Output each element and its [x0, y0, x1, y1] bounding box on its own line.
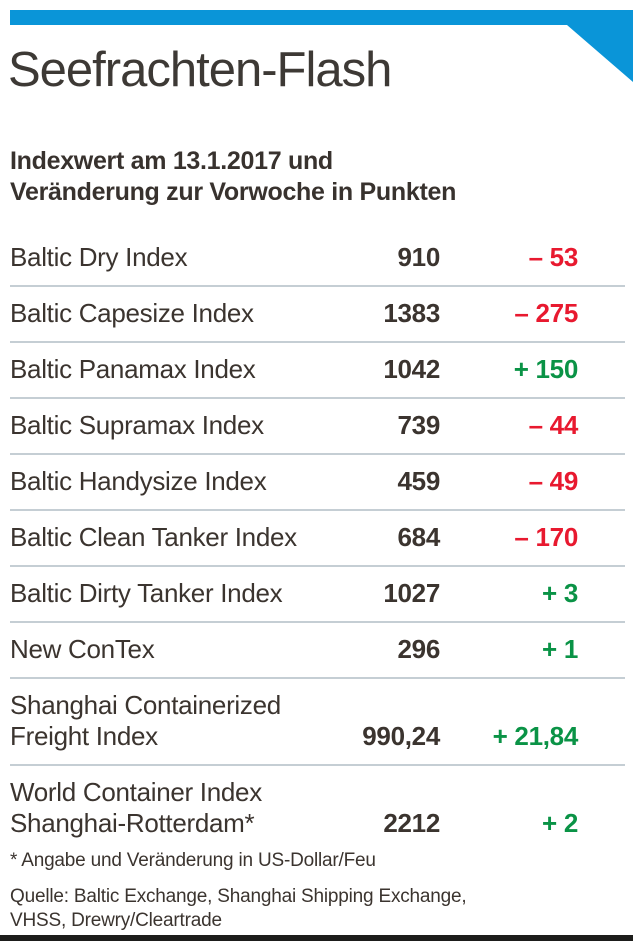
- table-row: Baltic Capesize Index 1383 – 275: [10, 287, 625, 343]
- index-table: Baltic Dry Index 910 – 53 Baltic Capesize I…: [10, 231, 625, 851]
- bottom-rule-bar: [0, 935, 633, 941]
- index-name: Shanghai Containerized Freight Index: [10, 690, 281, 751]
- table-row: Baltic Panamax Index 1042 + 150: [10, 343, 625, 399]
- index-name: Baltic Panamax Index: [10, 354, 256, 384]
- table-row: Baltic Supramax Index 739 – 44: [10, 399, 625, 455]
- index-change: + 3: [542, 578, 578, 608]
- index-value: 1383: [383, 298, 440, 328]
- index-value: 684: [397, 522, 441, 552]
- index-name: New ConTex: [10, 634, 155, 664]
- asterisk-footnote: * Angabe und Veränderung in US-Dollar/Fe…: [10, 850, 376, 871]
- table-row: World Container Index Shanghai-Rotterdam…: [10, 766, 625, 851]
- source-line: Quelle: Baltic Exchange, Shanghai Shippi…: [10, 886, 467, 931]
- index-value: 459: [397, 466, 441, 496]
- header-ribbon-bar: [10, 10, 633, 25]
- index-change: – 44: [528, 410, 579, 440]
- index-value: 1027: [383, 578, 440, 608]
- table-row: New ConTex 296 + 1: [10, 623, 625, 679]
- index-name: Baltic Dry Index: [10, 242, 188, 272]
- table-row: Baltic Dry Index 910 – 53: [10, 231, 625, 287]
- index-change: + 150: [513, 354, 579, 384]
- index-value: 990,24: [362, 721, 440, 751]
- index-change: – 170: [514, 522, 578, 552]
- table-row: Shanghai Containerized Freight Index 990,…: [10, 679, 625, 766]
- index-name: Baltic Clean Tanker Index: [10, 522, 297, 552]
- index-name: Baltic Capesize Index: [10, 298, 254, 328]
- page-title: Seefrachten-Flash: [8, 43, 392, 97]
- index-change: – 53: [528, 242, 579, 272]
- index-value: 2212: [383, 808, 440, 838]
- chart-subtitle: Indexwert am 13.1.2017 und Veränderung z…: [10, 147, 457, 206]
- table-row: Baltic Dirty Tanker Index 1027 + 3: [10, 567, 625, 623]
- table-row: Baltic Handysize Index 459 – 49: [10, 455, 625, 511]
- index-change: + 2: [542, 808, 578, 838]
- index-name: Baltic Dirty Tanker Index: [10, 578, 283, 608]
- index-value: 910: [397, 242, 441, 272]
- index-value: 296: [397, 634, 441, 664]
- index-value: 739: [397, 410, 441, 440]
- index-name: World Container Index Shanghai-Rotterdam…: [10, 777, 262, 838]
- index-name: Baltic Supramax Index: [10, 410, 264, 440]
- table-row: Baltic Clean Tanker Index 684 – 170: [10, 511, 625, 567]
- index-name: Baltic Handysize Index: [10, 466, 267, 496]
- index-value: 1042: [383, 354, 440, 384]
- index-change: + 1: [542, 634, 578, 664]
- index-change: – 49: [528, 466, 579, 496]
- header-ribbon-folded-corner: [567, 25, 633, 82]
- index-change: – 275: [514, 298, 578, 328]
- index-change: + 21,84: [492, 721, 579, 751]
